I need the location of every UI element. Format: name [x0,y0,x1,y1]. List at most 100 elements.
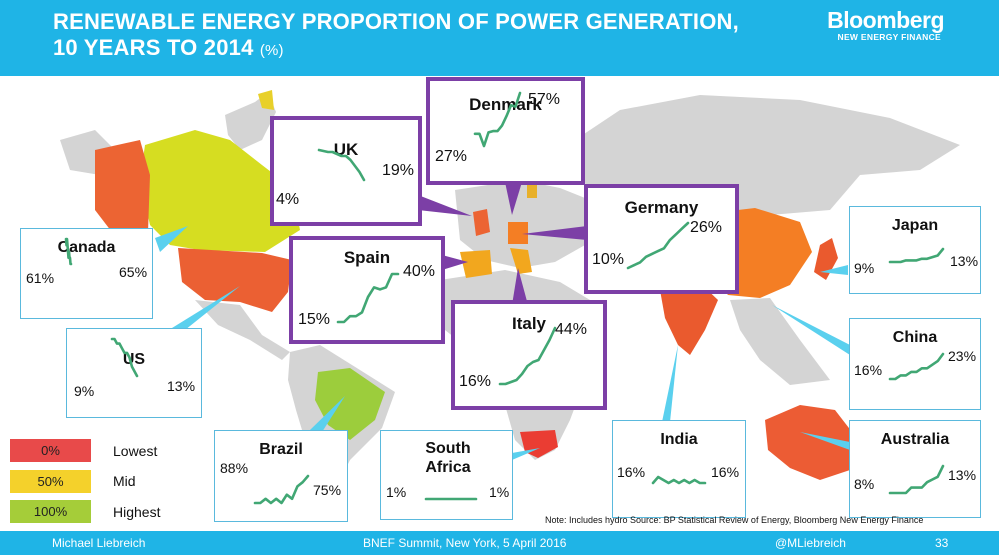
italy-trend-line [498,326,557,386]
us-trend-line [110,337,139,378]
bloomberg-logo: Bloomberg [827,7,944,33]
italy-region [510,248,532,274]
denmark-callout-pointer [505,182,522,215]
us-start-value: 9% [74,383,95,399]
canada-region [140,130,300,252]
india-sparkline [651,475,707,485]
china-callout-pointer [772,305,850,355]
canada-sparkline [64,237,73,266]
canada-callout: Canada 61% 65% [20,228,153,319]
japan-trend-line [888,247,945,264]
spain-callout: Spain 15% 40% [289,236,445,344]
india-callout: India 16% 16% [612,420,746,518]
canada-callout-title: Canada [57,239,116,256]
japan-region [814,238,838,280]
south-africa-sparkline [424,497,478,501]
brazil-sparkline [253,474,310,505]
chart-title-line2: 10 YEARS TO 2014 (%) [53,35,284,61]
japan-callout-title: Japan [891,217,939,234]
bnef-logo-subtitle: NEW ENERGY FINANCE [837,32,941,42]
iceland-greenland-highlight [258,90,274,110]
uk-callout-pointer [418,195,472,216]
south-africa-callout-title: South Africa [425,440,471,476]
china-end-value: 23% [948,348,977,364]
denmark-trend-line [473,91,522,148]
germany-sparkline [626,221,690,270]
germany-start-value: 10% [592,251,625,268]
china-trend-line [888,352,945,381]
italy-callout: Italy 16% 44% [451,300,607,410]
footer-handle: @MLiebreich [775,536,846,550]
canada-trend-line [64,237,73,266]
brazil-callout-title: Brazil [259,441,303,458]
italy-sparkline [498,326,557,386]
germany-trend-line [626,221,690,270]
australia-callout-title: Australia [880,431,950,448]
brazil-trend-line [253,474,310,505]
denmark-end-value: 57% [528,91,561,108]
italy-start-value: 16% [459,373,492,390]
australia-callout-pointer [800,432,850,450]
brazil-callout-pointer [310,396,345,432]
us-sparkline [110,337,139,378]
japan-callout: Japan 9% 13% [849,206,981,294]
spain-trend-line [336,272,400,324]
australia-region [765,405,852,480]
india-callout-pointer [662,345,678,422]
spain-sparkline [336,272,400,324]
us-end-value: 13% [167,378,196,394]
canada-callout-pointer [155,226,188,252]
china-callout: China 16% 23% [849,318,981,410]
australia-end-value: 13% [948,467,977,483]
canada-end-value: 65% [119,264,148,280]
india-start-value: 16% [617,464,646,480]
uk-trend-line [317,148,366,182]
footer-bar: Michael Liebreich BNEF Summit, New York,… [0,531,999,555]
us-region [178,248,292,312]
denmark-callout-title: Denmark [469,95,542,114]
china-start-value: 16% [854,362,883,378]
legend-label-mid: Mid [113,473,136,489]
chart-title-years: 10 YEARS TO 2014 [53,35,254,60]
spain-start-value: 15% [298,311,331,328]
footer-author: Michael Liebreich [52,536,146,550]
canada-west-region [95,140,150,240]
uk-start-value: 4% [276,191,300,208]
spain-callout-title: Spain [343,248,391,267]
japan-callout-pointer [820,265,848,275]
south-africa-callout-pointer [512,448,540,460]
india-region [660,283,718,355]
australia-callout: Australia 8% 13% [849,420,981,518]
source-note: Note: Includes hydro Source: BP Statisti… [545,515,924,525]
legend-label-lowest: Lowest [113,443,158,459]
italy-callout-pointer [512,268,528,305]
footer-event: BNEF Summit, New York, 5 April 2016 [363,536,567,550]
china-sparkline [888,352,945,381]
legend-label-highest: Highest [113,504,161,520]
uk-callout: UK 4% 19% [270,116,422,226]
italy-callout-title: Italy [511,314,547,333]
australia-sparkline [888,464,945,495]
uk-region [473,209,490,236]
us-callout-pointer [172,286,240,334]
south-africa-callout: South Africa 1% 1% [380,430,513,520]
legend-swatch-lowest: 0% [10,439,91,462]
legend-swatch-mid: 50% [10,470,91,493]
germany-callout-title: Germany [624,198,699,217]
us-callout: US 9% 13% [66,328,202,418]
italy-end-value: 44% [555,321,588,338]
china-callout-title: China [892,329,938,346]
japan-start-value: 9% [854,260,875,276]
uk-sparkline [317,148,366,182]
header-banner: RENEWABLE ENERGY PROPORTION OF POWER GEN… [0,0,999,76]
germany-callout-pointer [522,226,587,240]
japan-end-value: 13% [950,253,979,269]
chart-title-line1: RENEWABLE ENERGY PROPORTION OF POWER GEN… [53,9,739,34]
india-end-value: 16% [711,464,740,480]
footer-page-number: 33 [935,536,949,550]
south-africa-start-value: 1% [386,484,407,500]
germany-region [508,222,528,244]
spain-end-value: 40% [403,263,436,280]
legend-swatch-highest: 100% [10,500,91,523]
chart-title-unit: (%) [259,42,284,59]
